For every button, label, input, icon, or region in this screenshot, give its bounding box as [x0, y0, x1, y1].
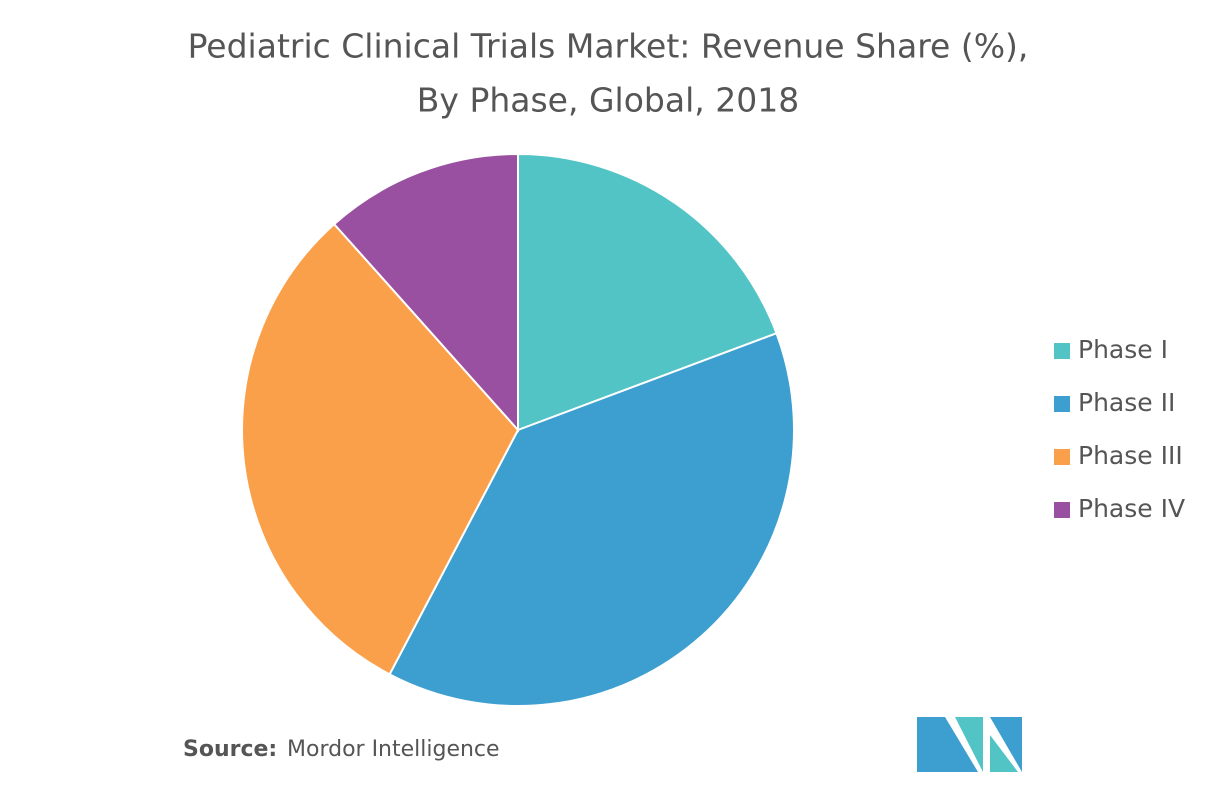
chart-title: By Phase, Global, 2018	[417, 81, 799, 120]
legend-label: Phase IV	[1078, 494, 1185, 523]
pie-slice	[517, 152, 778, 432]
pie-slice	[388, 331, 795, 707]
legend-swatch	[1054, 396, 1070, 412]
pie-slice	[332, 152, 519, 433]
legend-label: Phase II	[1078, 388, 1175, 417]
legend-swatch	[1054, 449, 1070, 465]
legend-label: Phase I	[1078, 335, 1168, 364]
logo	[917, 717, 1022, 772]
pie-slice	[241, 222, 520, 676]
legend-swatch	[1054, 502, 1070, 518]
legend-swatch	[1054, 343, 1070, 359]
source: Mordor Intelligence	[287, 737, 500, 762]
source-label: Source:	[183, 737, 277, 762]
legend-label: Phase III	[1078, 441, 1183, 470]
chart-title: Pediatric Clinical Trials Market: Revenu…	[188, 27, 1029, 66]
